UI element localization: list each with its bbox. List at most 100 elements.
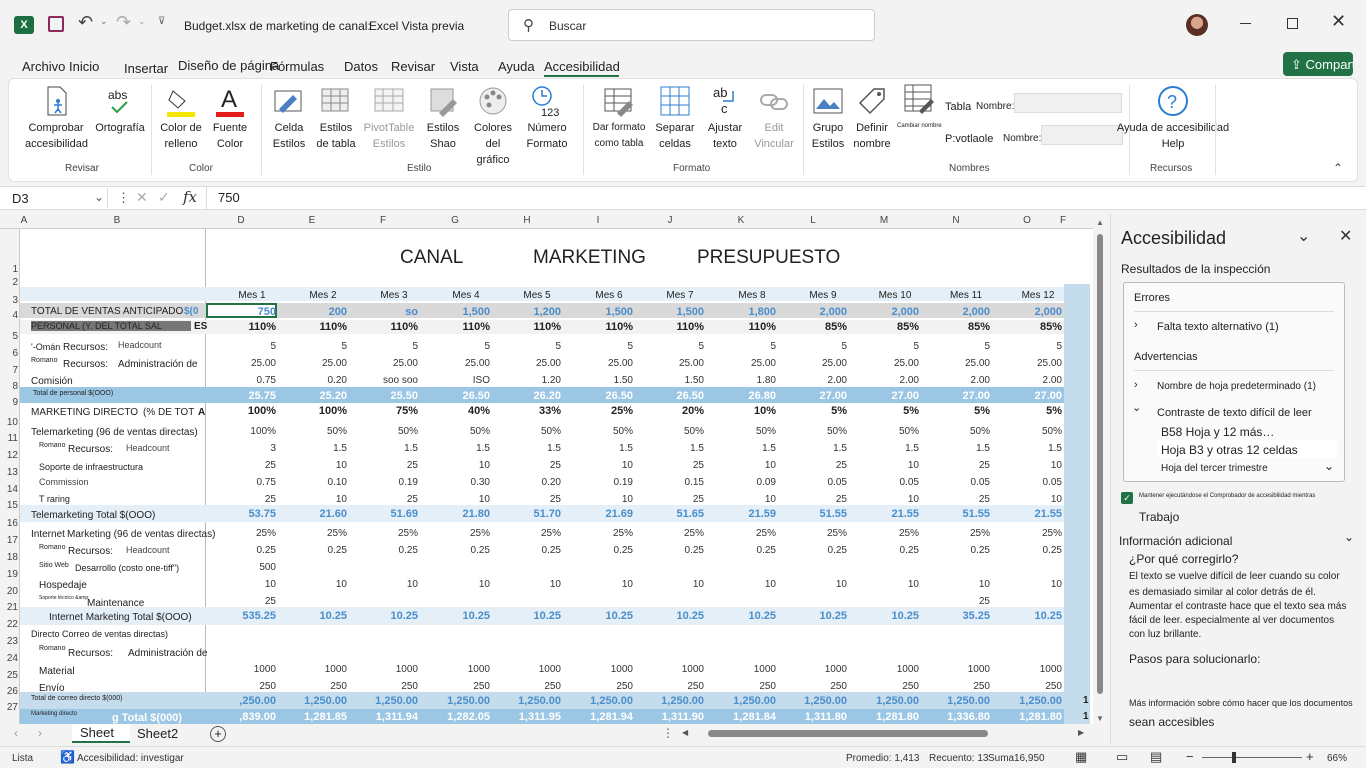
data-cell[interactable]: 0.25 — [613, 545, 633, 556]
column-header[interactable]: F — [1059, 215, 1067, 226]
data-cell[interactable]: 5 — [555, 341, 561, 352]
split-cells-button[interactable]: Separar celdas — [653, 85, 697, 152]
data-cell[interactable]: 10 — [764, 460, 776, 471]
row-label[interactable]: g Total $(000) — [112, 712, 183, 724]
data-cell[interactable]: 250 — [401, 681, 418, 692]
data-cell[interactable]: 1,281.80 — [1019, 711, 1062, 723]
data-cell[interactable]: 25.20 — [319, 390, 347, 402]
month-header[interactable]: Mes 7 — [666, 290, 694, 301]
data-cell[interactable]: 250 — [259, 681, 276, 692]
sheet-tab-active[interactable]: Sheet — [72, 724, 130, 743]
data-cell[interactable]: ISO — [472, 375, 490, 386]
data-cell[interactable]: 100% — [247, 405, 276, 417]
data-cell[interactable]: 1000 — [1039, 664, 1062, 675]
month-header[interactable]: Mes 12 — [1021, 290, 1055, 301]
data-cell[interactable]: 10.25 — [319, 610, 347, 622]
data-cell[interactable]: 1,281.80 — [876, 711, 919, 723]
data-cell[interactable]: 25% — [898, 528, 919, 539]
data-cell[interactable]: 25 — [406, 460, 418, 471]
pivot-styles-button[interactable]: PivotTable Estilos — [361, 85, 417, 152]
data-cell[interactable]: 25% — [612, 528, 633, 539]
data-cell[interactable]: 250 — [544, 681, 561, 692]
row-label[interactable]: Soporte de infraestructura — [39, 462, 144, 472]
data-cell[interactable]: 0.09 — [756, 477, 776, 488]
row-label[interactable]: Sitio Web — [39, 562, 69, 569]
data-cell[interactable]: 1000 — [467, 664, 490, 675]
data-cell[interactable]: 25.00 — [750, 358, 776, 369]
data-cell[interactable]: 25.00 — [678, 358, 704, 369]
data-cell[interactable]: 10 — [1050, 460, 1062, 471]
data-cell[interactable]: 535.25 — [242, 610, 276, 622]
data-cell[interactable]: 25 — [264, 596, 276, 607]
data-cell[interactable]: 1000 — [967, 664, 990, 675]
data-cell[interactable]: 50% — [826, 426, 847, 437]
data-cell[interactable]: 10 — [1050, 579, 1062, 590]
data-cell[interactable]: 25% — [540, 528, 561, 539]
data-cell[interactable]: 1,336.80 — [947, 711, 990, 723]
data-cell[interactable]: 1.5 — [404, 443, 418, 454]
data-cell[interactable]: 5% — [831, 405, 847, 417]
row-label[interactable]: Directo Correo de ventas directas) — [31, 629, 169, 639]
group-styles-button[interactable]: Grupo Estilos — [809, 85, 847, 152]
data-cell[interactable]: 25.75 — [248, 390, 276, 402]
share-button[interactable]: ⇪ Compartir — [1283, 52, 1353, 76]
insert-function-icon[interactable]: fx — [183, 188, 198, 206]
data-cell[interactable]: 2.00 — [970, 375, 990, 386]
data-cell[interactable]: 1.5 — [976, 443, 990, 454]
data-cell[interactable]: 25 — [406, 494, 418, 505]
data-cell[interactable]: 21.69 — [605, 508, 633, 520]
scroll-down-icon[interactable]: ▼ — [1096, 714, 1104, 723]
row-label[interactable]: Internet Marketing Total $(OOO) — [49, 612, 192, 623]
data-cell[interactable]: 25 — [549, 494, 561, 505]
data-cell[interactable]: 250 — [1045, 681, 1062, 692]
zoom-out-icon[interactable]: − — [1186, 749, 1194, 764]
data-cell[interactable]: 10 — [478, 494, 490, 505]
pane-close-icon[interactable]: ✕ — [1339, 228, 1353, 245]
row-header[interactable]: 15 — [6, 500, 18, 511]
data-cell[interactable]: 5% — [1046, 405, 1062, 417]
row-header[interactable]: 18 — [6, 552, 18, 563]
row-label[interactable]: Material — [39, 666, 75, 677]
data-cell[interactable]: 10 — [907, 579, 919, 590]
data-cell[interactable]: 25% — [755, 528, 776, 539]
row-header[interactable]: 5 — [12, 331, 18, 342]
data-cell[interactable]: 200 — [328, 306, 347, 318]
data-cell[interactable]: 10 — [621, 579, 633, 590]
row-header[interactable]: 4 — [12, 310, 18, 321]
save-icon[interactable] — [48, 16, 64, 32]
data-cell[interactable]: 25% — [969, 528, 990, 539]
data-cell[interactable]: 21.80 — [462, 508, 490, 520]
row-label[interactable]: Total de correo directo $(000) — [31, 695, 123, 702]
page-layout-icon[interactable]: ▭ — [1116, 749, 1129, 764]
data-cell[interactable]: 1.50 — [613, 375, 633, 386]
data-cell[interactable]: 2,000 — [891, 306, 919, 318]
data-cell[interactable]: 250 — [902, 681, 919, 692]
data-cell[interactable]: 1,311.90 — [661, 711, 704, 723]
warning-sub-item[interactable]: Hoja B3 y otras 12 celdas — [1161, 443, 1298, 457]
tabs-options-icon[interactable]: ⋮ — [662, 726, 674, 740]
row-label[interactable]: Recursos: — [63, 359, 109, 370]
data-cell[interactable]: 5 — [412, 341, 418, 352]
data-cell[interactable]: 10 — [549, 579, 561, 590]
row-header[interactable]: 12 — [6, 450, 18, 461]
data-cell[interactable]: 0.20 — [327, 375, 347, 386]
data-cell[interactable]: 25 — [835, 460, 847, 471]
data-cell[interactable]: 0.75 — [256, 477, 276, 488]
data-cell[interactable]: 1,250.00 — [1019, 695, 1062, 707]
chevron-down-icon[interactable]: ⌄ — [1344, 530, 1355, 544]
data-cell[interactable]: 25% — [326, 528, 347, 539]
row-header[interactable]: 24 — [6, 653, 18, 664]
data-cell[interactable]: 750 — [257, 306, 276, 318]
data-cell[interactable]: 25.00 — [821, 358, 847, 369]
row-header[interactable]: 25 — [6, 670, 18, 681]
data-cell[interactable]: 1.5 — [690, 443, 704, 454]
data-cell[interactable]: 2.00 — [899, 375, 919, 386]
name-box[interactable]: D3 ⌄ — [8, 188, 108, 208]
data-cell[interactable]: 1,250.00 — [447, 695, 490, 707]
data-cell[interactable]: 5 — [1056, 341, 1062, 352]
data-cell[interactable]: 10% — [753, 405, 776, 417]
data-cell[interactable]: 10.25 — [676, 610, 704, 622]
data-cell[interactable]: 50% — [969, 426, 990, 437]
data-cell[interactable]: 10 — [835, 579, 847, 590]
name-manager-button[interactable]: Cambiar nombre — [897, 83, 942, 134]
